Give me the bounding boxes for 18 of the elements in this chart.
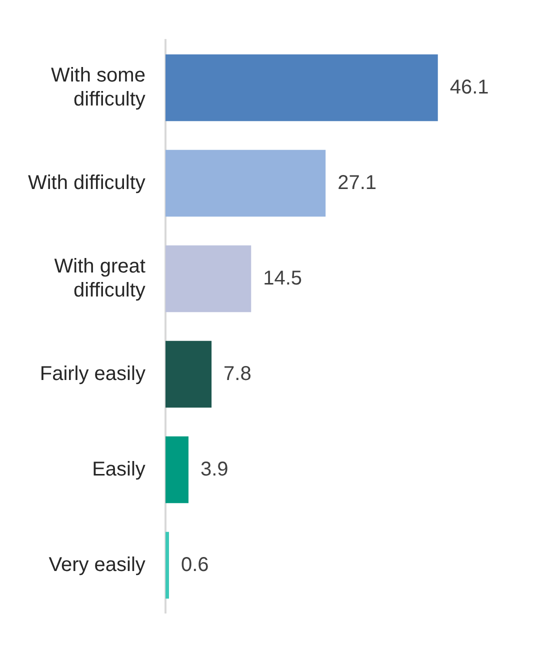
- bar: [165, 150, 326, 217]
- y-tick-label: With some difficulty: [50, 64, 146, 110]
- data-label: 14.5: [263, 267, 302, 290]
- data-label: 46.1: [450, 76, 489, 98]
- y-tick-label: With difficulty: [28, 172, 146, 194]
- y-tick-label: Easily: [92, 458, 146, 480]
- bar: [165, 532, 169, 599]
- data-label: 3.9: [200, 458, 228, 480]
- y-tick-label: Fairly easily: [40, 362, 146, 385]
- bar: [165, 245, 252, 312]
- data-label: 7.8: [224, 362, 252, 385]
- data-label: 27.1: [338, 172, 377, 194]
- bar: [165, 54, 438, 122]
- bar: [165, 436, 188, 504]
- y-tick-label: With great difficulty: [54, 255, 146, 302]
- y-tick-label: Very easily: [48, 554, 146, 576]
- bar: [165, 340, 212, 408]
- data-label: 0.6: [180, 554, 209, 576]
